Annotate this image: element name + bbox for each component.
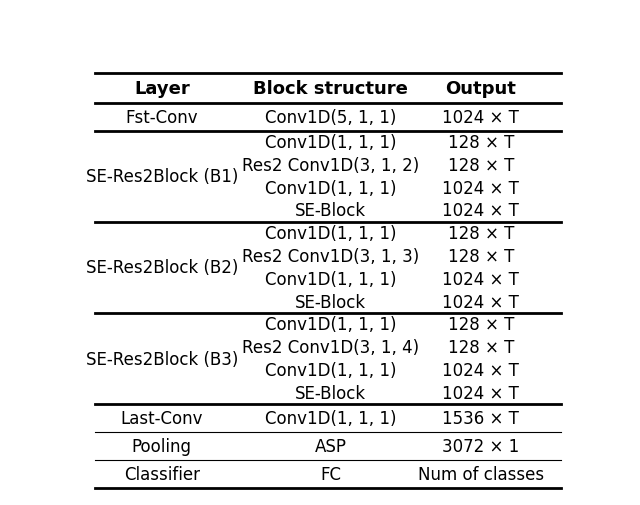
Text: ASP: ASP bbox=[314, 437, 346, 456]
Text: SE-Res2Block (B3): SE-Res2Block (B3) bbox=[86, 350, 238, 368]
Text: 1024 × T: 1024 × T bbox=[442, 270, 519, 288]
Text: Fst-Conv: Fst-Conv bbox=[125, 109, 198, 126]
Text: Conv1D(1, 1, 1): Conv1D(1, 1, 1) bbox=[265, 410, 396, 427]
Text: Output: Output bbox=[445, 80, 516, 98]
Text: Conv1D(5, 1, 1): Conv1D(5, 1, 1) bbox=[265, 109, 396, 126]
Text: 1024 × T: 1024 × T bbox=[442, 384, 519, 402]
Text: SE-Res2Block (B2): SE-Res2Block (B2) bbox=[86, 259, 238, 277]
Text: Res2 Conv1D(3, 1, 2): Res2 Conv1D(3, 1, 2) bbox=[242, 157, 419, 174]
Text: Res2 Conv1D(3, 1, 3): Res2 Conv1D(3, 1, 3) bbox=[242, 247, 419, 266]
Text: 1024 × T: 1024 × T bbox=[442, 109, 519, 126]
Text: FC: FC bbox=[320, 465, 341, 483]
Text: 128 × T: 128 × T bbox=[447, 225, 514, 243]
Text: 128 × T: 128 × T bbox=[447, 338, 514, 357]
Text: Conv1D(1, 1, 1): Conv1D(1, 1, 1) bbox=[265, 316, 396, 334]
Text: Num of classes: Num of classes bbox=[418, 465, 544, 483]
Text: 128 × T: 128 × T bbox=[447, 134, 514, 152]
Text: 128 × T: 128 × T bbox=[447, 157, 514, 174]
Text: 1024 × T: 1024 × T bbox=[442, 361, 519, 379]
Text: 1024 × T: 1024 × T bbox=[442, 293, 519, 311]
Text: Conv1D(1, 1, 1): Conv1D(1, 1, 1) bbox=[265, 225, 396, 243]
Text: Conv1D(1, 1, 1): Conv1D(1, 1, 1) bbox=[265, 361, 396, 379]
Text: Block structure: Block structure bbox=[253, 80, 408, 98]
Text: Pooling: Pooling bbox=[132, 437, 192, 456]
Text: Res2 Conv1D(3, 1, 4): Res2 Conv1D(3, 1, 4) bbox=[242, 338, 419, 357]
Text: SE-Block: SE-Block bbox=[295, 202, 366, 220]
Text: 1024 × T: 1024 × T bbox=[442, 179, 519, 197]
Text: Last-Conv: Last-Conv bbox=[120, 410, 203, 427]
Text: 128 × T: 128 × T bbox=[447, 316, 514, 334]
Text: 3072 × 1: 3072 × 1 bbox=[442, 437, 520, 456]
Text: Conv1D(1, 1, 1): Conv1D(1, 1, 1) bbox=[265, 179, 396, 197]
Text: 1536 × T: 1536 × T bbox=[442, 410, 519, 427]
Text: SE-Res2Block (B1): SE-Res2Block (B1) bbox=[86, 168, 238, 186]
Text: SE-Block: SE-Block bbox=[295, 384, 366, 402]
Text: 128 × T: 128 × T bbox=[447, 247, 514, 266]
Text: 1024 × T: 1024 × T bbox=[442, 202, 519, 220]
Text: Conv1D(1, 1, 1): Conv1D(1, 1, 1) bbox=[265, 270, 396, 288]
Text: Layer: Layer bbox=[134, 80, 189, 98]
Text: Classifier: Classifier bbox=[124, 465, 200, 483]
Text: Conv1D(1, 1, 1): Conv1D(1, 1, 1) bbox=[265, 134, 396, 152]
Text: SE-Block: SE-Block bbox=[295, 293, 366, 311]
